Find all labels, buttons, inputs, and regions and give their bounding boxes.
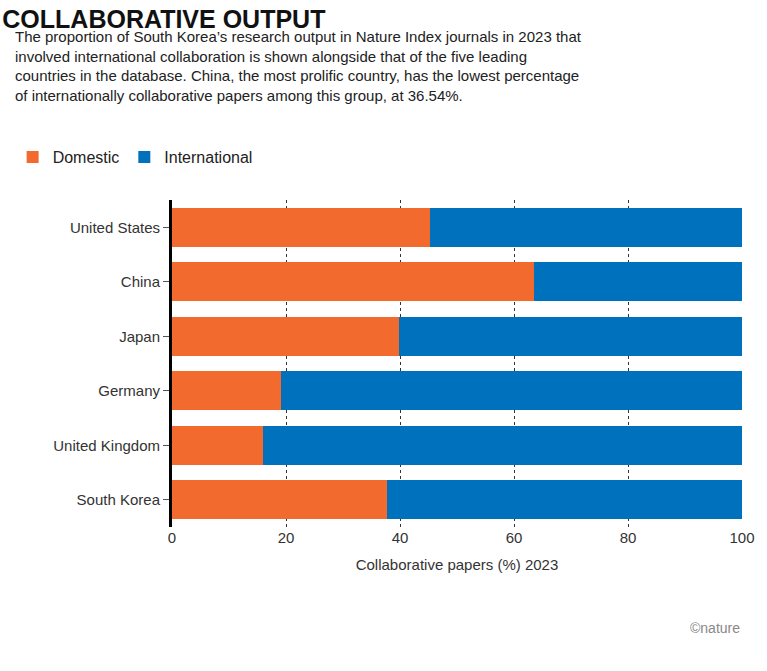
svg-text:South Korea: South Korea (77, 491, 161, 508)
svg-text:United Kingdom: United Kingdom (53, 437, 160, 454)
svg-text:Collaborative papers (%) 2023: Collaborative papers (%) 2023 (356, 556, 559, 573)
svg-text:100: 100 (729, 529, 754, 546)
svg-text:The proportion of South Korea’: The proportion of South Korea’s research… (15, 28, 582, 104)
svg-text:United States: United States (70, 219, 160, 236)
svg-text:40: 40 (392, 529, 409, 546)
svg-text:COLLABORATIVE OUTPUT: COLLABORATIVE OUTPUT (2, 5, 325, 33)
svg-text:China: China (121, 273, 161, 290)
svg-text:International: International (164, 149, 252, 166)
svg-text:60: 60 (506, 529, 523, 546)
svg-text:Japan: Japan (119, 328, 160, 345)
svg-text:Germany: Germany (98, 382, 160, 399)
svg-text:80: 80 (620, 529, 637, 546)
svg-text:©nature: ©nature (690, 620, 740, 636)
svg-text:0: 0 (168, 529, 176, 546)
svg-text:Domestic: Domestic (53, 149, 120, 166)
svg-text:20: 20 (278, 529, 295, 546)
